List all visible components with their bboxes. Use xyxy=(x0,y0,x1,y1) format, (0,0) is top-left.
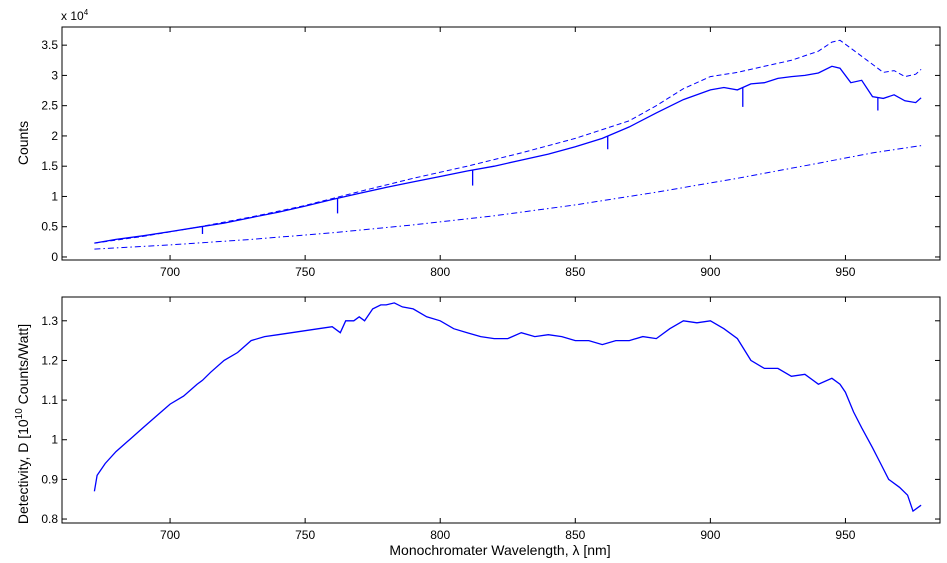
counts-y-axis-label: Counts xyxy=(15,121,31,165)
detectivity-y-tick-label: 0.8 xyxy=(41,512,58,526)
detectivity-x-tick-label: 900 xyxy=(700,528,720,542)
detectivity-series-layer xyxy=(93,302,922,513)
detectivity-plot-frame xyxy=(61,296,941,524)
detectivity-x-tick-label: 850 xyxy=(565,528,585,542)
counts-plot-frame xyxy=(61,26,941,261)
counts-panel: 700 750 800 850 900 950 0 0.5 1 1.5 2 2.5 3 3.5 x 10… xyxy=(15,8,941,279)
detectivity-series-solid-line xyxy=(93,302,922,513)
counts-x-tick-label: 750 xyxy=(295,265,315,279)
detectivity-y-axis-label: Detectivity, D [1010 Counts/Watt] xyxy=(14,324,31,524)
detectivity-x-tick-label: 950 xyxy=(835,528,855,542)
counts-x-tick-label: 800 xyxy=(430,265,450,279)
detectivity-y-axis-label-prefix: Detectivity, D [10 xyxy=(15,419,31,524)
detectivity-x-tick-label: 750 xyxy=(295,528,315,542)
counts-x-tick-label: 900 xyxy=(700,265,720,279)
detectivity-y-tick-label: 0.9 xyxy=(41,472,58,486)
counts-multiplier-exponent: 4 xyxy=(84,8,89,17)
counts-y-tick-label: 3 xyxy=(51,68,58,82)
counts-x-tick-label: 700 xyxy=(160,265,180,279)
detectivity-y-tick-label: 1.3 xyxy=(41,314,58,328)
counts-x-tick-label: 850 xyxy=(565,265,585,279)
detectivity-x-ticks: 700 750 800 850 900 950 xyxy=(160,297,856,542)
x-axis-label: Monochromater Wavelength, λ [nm] xyxy=(389,542,610,558)
detectivity-y-tick-label: 1.2 xyxy=(41,353,58,367)
counts-series-dashdot-line xyxy=(94,145,922,250)
counts-y-tick-label: 2.5 xyxy=(41,99,58,113)
detectivity-y-axis-label-exponent: 10 xyxy=(14,408,25,420)
counts-multiplier-label: x 104 xyxy=(61,8,89,23)
counts-y-tick-label: 1 xyxy=(51,189,58,203)
counts-series-solid-line xyxy=(94,65,922,244)
detectivity-y-axis-label-suffix: Counts/Watt] xyxy=(15,324,31,408)
detectivity-y-ticks: 0.8 0.9 1 1.1 1.2 1.3 xyxy=(41,314,940,526)
detectivity-x-tick-label: 700 xyxy=(160,528,180,542)
detectivity-x-tick-label: 800 xyxy=(430,528,450,542)
counts-y-tick-label: 0.5 xyxy=(41,220,58,234)
counts-y-ticks: 0 0.5 1 1.5 2 2.5 3 3.5 xyxy=(41,38,940,264)
detectivity-panel: 700 750 800 850 900 950 0.8 0.9 1 1.1 1.2 1.3 Dete… xyxy=(14,296,941,558)
counts-series-layer xyxy=(94,39,922,250)
counts-series-dashed-line xyxy=(94,39,922,244)
detectivity-y-tick-label: 1 xyxy=(51,433,58,447)
detectivity-y-tick-label: 1.1 xyxy=(41,393,58,407)
counts-x-ticks: 700 750 800 850 900 950 xyxy=(160,27,856,279)
counts-y-tick-label: 2 xyxy=(51,129,58,143)
counts-y-tick-label: 1.5 xyxy=(41,159,58,173)
counts-y-tick-label: 0 xyxy=(51,250,58,264)
counts-x-tick-label: 950 xyxy=(835,265,855,279)
counts-y-tick-label: 3.5 xyxy=(41,38,58,52)
